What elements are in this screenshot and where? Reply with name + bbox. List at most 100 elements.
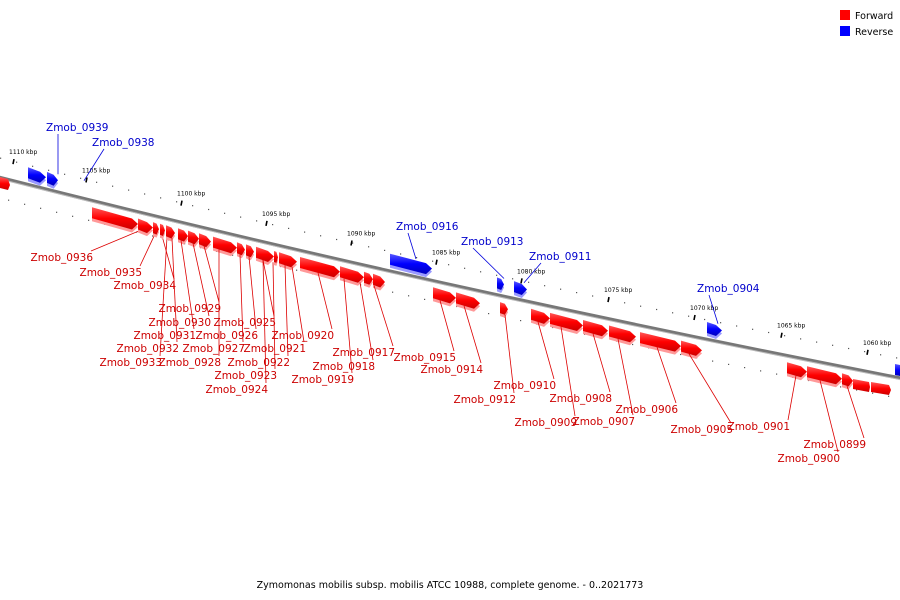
gene-label[interactable]: Zmob_0933 — [100, 357, 162, 369]
gene-zmob-0929[interactable]: Zmob_0929 — [159, 233, 221, 315]
gene-label[interactable]: Zmob_0905 — [671, 424, 733, 436]
gene-label[interactable]: Zmob_0906 — [616, 404, 679, 416]
gene-zmob-0931[interactable]: Zmob_0931 — [134, 228, 196, 342]
gene-label[interactable]: Zmob_0909 — [515, 417, 577, 429]
gene-label[interactable]: Zmob_0910 — [494, 380, 556, 392]
gene-label-line — [90, 230, 141, 252]
gene-zmob-0912[interactable]: Zmob_0912 — [454, 302, 516, 406]
gene-label[interactable]: Zmob_0931 — [134, 330, 196, 342]
gene-body — [166, 225, 175, 239]
gene-label[interactable]: Zmob_0919 — [292, 374, 354, 386]
gene-zmob-0919[interactable]: Zmob_0919 — [292, 266, 364, 386]
gene-label[interactable]: Zmob_0900 — [778, 453, 840, 465]
gene-zmob-0918[interactable]: Zmob_0918 — [313, 271, 375, 373]
gene-zmob-0921[interactable]: Zmob_0921 — [244, 266, 306, 355]
gene-label[interactable]: Zmob_0911 — [529, 251, 591, 263]
gene-zmob-0926[interactable]: Zmob_0926 — [196, 244, 259, 342]
gene-zmob-0938[interactable]: Zmob_0938 — [47, 137, 154, 189]
gene-label[interactable]: Zmob_0929 — [159, 303, 221, 315]
gene-zmob-0899[interactable]: Zmob_0899 — [804, 373, 866, 451]
scale-dot — [56, 211, 58, 213]
scale-dot — [88, 219, 90, 221]
scale-dot — [464, 267, 466, 269]
gene-label[interactable]: Zmob_0918 — [313, 361, 375, 373]
gene-zmob-0906[interactable]: Zmob_0906 — [616, 332, 681, 416]
gene-label[interactable]: Zmob_0904 — [697, 283, 760, 295]
gene-zmob-0925[interactable]: Zmob_0925 — [214, 246, 276, 329]
gene-zmob-0907[interactable]: Zmob_0907 — [573, 325, 636, 429]
tick-label: 1105 kbp — [82, 167, 110, 174]
gene-zmob-0933[interactable]: Zmob_0933 — [100, 223, 168, 369]
gene-zmob-0935[interactable]: Zmob_0935 — [80, 218, 156, 280]
gene-zmob-0922[interactable]: Zmob_0922 — [228, 252, 297, 369]
gene-label[interactable]: Zmob_0901 — [728, 421, 790, 433]
gene-label-line — [688, 353, 732, 424]
gene-body — [300, 257, 340, 278]
gene-body — [787, 362, 807, 378]
gene-label[interactable]: Zmob_0930 — [149, 317, 211, 329]
gene-label[interactable]: Zmob_0928 — [159, 357, 221, 369]
gene-label[interactable]: Zmob_0914 — [421, 364, 484, 376]
gene-zmob-0910[interactable]: Zmob_0910 — [494, 308, 556, 392]
gene-zmob-0908[interactable]: Zmob_0908 — [550, 320, 612, 405]
gene-zmob-0905[interactable]: Zmob_0905 — [671, 340, 733, 436]
gene-label[interactable]: Zmob_0913 — [461, 236, 523, 248]
gene-zmob-0924[interactable]: Zmob_0924 — [206, 259, 269, 396]
gene-label[interactable]: Zmob_0932 — [117, 343, 179, 355]
gene-zmob-0916[interactable]: Zmob_0916 — [390, 221, 459, 278]
gene-label[interactable]: Zmob_0912 — [454, 394, 516, 406]
gene-zmob-0915[interactable]: Zmob_0915 — [394, 287, 456, 364]
gene-zmob-0934[interactable]: Zmob_0934 — [114, 222, 177, 292]
gene-label-line — [373, 285, 394, 347]
gene-label[interactable]: Zmob_0925 — [214, 317, 276, 329]
gene-label[interactable]: Zmob_0926 — [196, 330, 259, 342]
gene-label[interactable]: Zmob_0899 — [804, 439, 866, 451]
gene-label[interactable]: Zmob_0935 — [80, 267, 142, 279]
gene-label[interactable]: Zmob_0927 — [183, 343, 245, 355]
gene-zmob-0936[interactable]: Zmob_0936 — [31, 207, 141, 264]
gene-zmob-0913[interactable]: Zmob_0913 — [461, 236, 523, 293]
scale-dot — [632, 343, 634, 346]
gene-label[interactable]: Zmob_0916 — [396, 221, 459, 233]
gene-zmob-0917[interactable]: Zmob_0917 — [333, 273, 395, 359]
gene-zmob-0914[interactable]: Zmob_0914 — [421, 292, 484, 376]
gene-body — [188, 230, 199, 245]
gene-body — [456, 292, 480, 309]
gene-label[interactable]: Zmob_0907 — [573, 416, 635, 428]
legend-item-reverse[interactable]: Reverse — [840, 26, 893, 38]
gene-label-line — [159, 236, 168, 357]
gene-label[interactable]: Zmob_0923 — [215, 370, 277, 382]
gene-label[interactable]: Zmob_0934 — [114, 280, 177, 292]
gene-label[interactable]: Zmob_0908 — [550, 393, 612, 405]
legend-item-forward[interactable]: Forward — [840, 10, 893, 22]
gene-zmob-0920[interactable]: Zmob_0920 — [272, 257, 340, 342]
gene-zmob-0930[interactable]: Zmob_0930 — [149, 230, 211, 329]
gene-zmob-0932[interactable]: Zmob_0932 — [117, 225, 179, 355]
gene-label[interactable]: Zmob_0938 — [92, 137, 154, 149]
gene-zmob-0939[interactable]: Zmob_0939 — [28, 122, 108, 186]
scale-dot — [72, 215, 74, 217]
gene-label[interactable]: Zmob_0936 — [31, 252, 94, 264]
gene-zmob-0909[interactable]: Zmob_0909 — [515, 312, 583, 429]
scale-dot — [760, 370, 762, 372]
gene-zmob-0900[interactable]: Zmob_0900 — [778, 366, 842, 465]
gene-label[interactable]: Zmob_0920 — [272, 330, 334, 342]
gene-label[interactable]: Zmob_0924 — [206, 384, 269, 396]
gene-body — [707, 322, 722, 336]
gene-body — [640, 332, 681, 352]
gene-label-line — [439, 300, 455, 352]
gene-label[interactable]: Zmob_0939 — [46, 122, 108, 134]
gene-zmob-0927[interactable]: Zmob_0927 — [183, 242, 245, 355]
gene-label[interactable]: Zmob_0921 — [244, 343, 306, 355]
gene-zmob-0928[interactable]: Zmob_0928 — [159, 236, 237, 369]
scale-ticks: 1110 kbp 1105 kbp 1100 kbp 1095 kbp 1090 kbp… — [9, 149, 891, 355]
gene-zmob-0911[interactable]: Zmob_0911 — [514, 251, 591, 298]
legend-label-reverse: Reverse — [855, 27, 893, 38]
gene-zmob-0923[interactable]: Zmob_0923 — [215, 251, 278, 382]
gene-zmob-0901[interactable]: Zmob_0901 — [728, 362, 807, 433]
scale-dot — [768, 331, 770, 334]
gene-zmob-0904[interactable]: Zmob_0904 — [697, 283, 760, 339]
gene-label[interactable]: Zmob_0917 — [333, 347, 395, 359]
gene-label[interactable]: Zmob_0922 — [228, 357, 290, 369]
gene-label[interactable]: Zmob_0915 — [394, 352, 456, 364]
